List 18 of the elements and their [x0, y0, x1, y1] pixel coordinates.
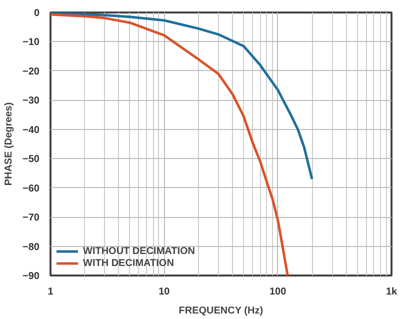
x-axis-title: FREQUENCY (Hz): [178, 306, 264, 316]
y-tick-label: −80: [22, 242, 40, 253]
x-tick-label: 100: [269, 286, 287, 298]
y-tick-label: −10: [22, 37, 40, 48]
y-tick-label: −20: [22, 66, 40, 78]
legend-label: WITH DECIMATION: [83, 257, 174, 269]
legend-label: WITHOUT DECIMATION: [83, 245, 196, 257]
y-tick-label: −60: [22, 183, 40, 194]
x-tick-label: 10: [158, 286, 170, 298]
y-tick-label: −50: [22, 154, 40, 166]
y-tick-label: −90: [22, 271, 40, 282]
y-tick-label: 0: [34, 8, 40, 19]
y-tick-label: −40: [22, 124, 40, 136]
x-tick-label: 1k: [386, 286, 398, 298]
y-tick-label: −70: [22, 212, 40, 224]
x-tick-label: 1: [48, 286, 54, 298]
y-tick-label: −30: [22, 96, 40, 107]
y-axis-title: PHASE (Degrees): [4, 102, 15, 186]
